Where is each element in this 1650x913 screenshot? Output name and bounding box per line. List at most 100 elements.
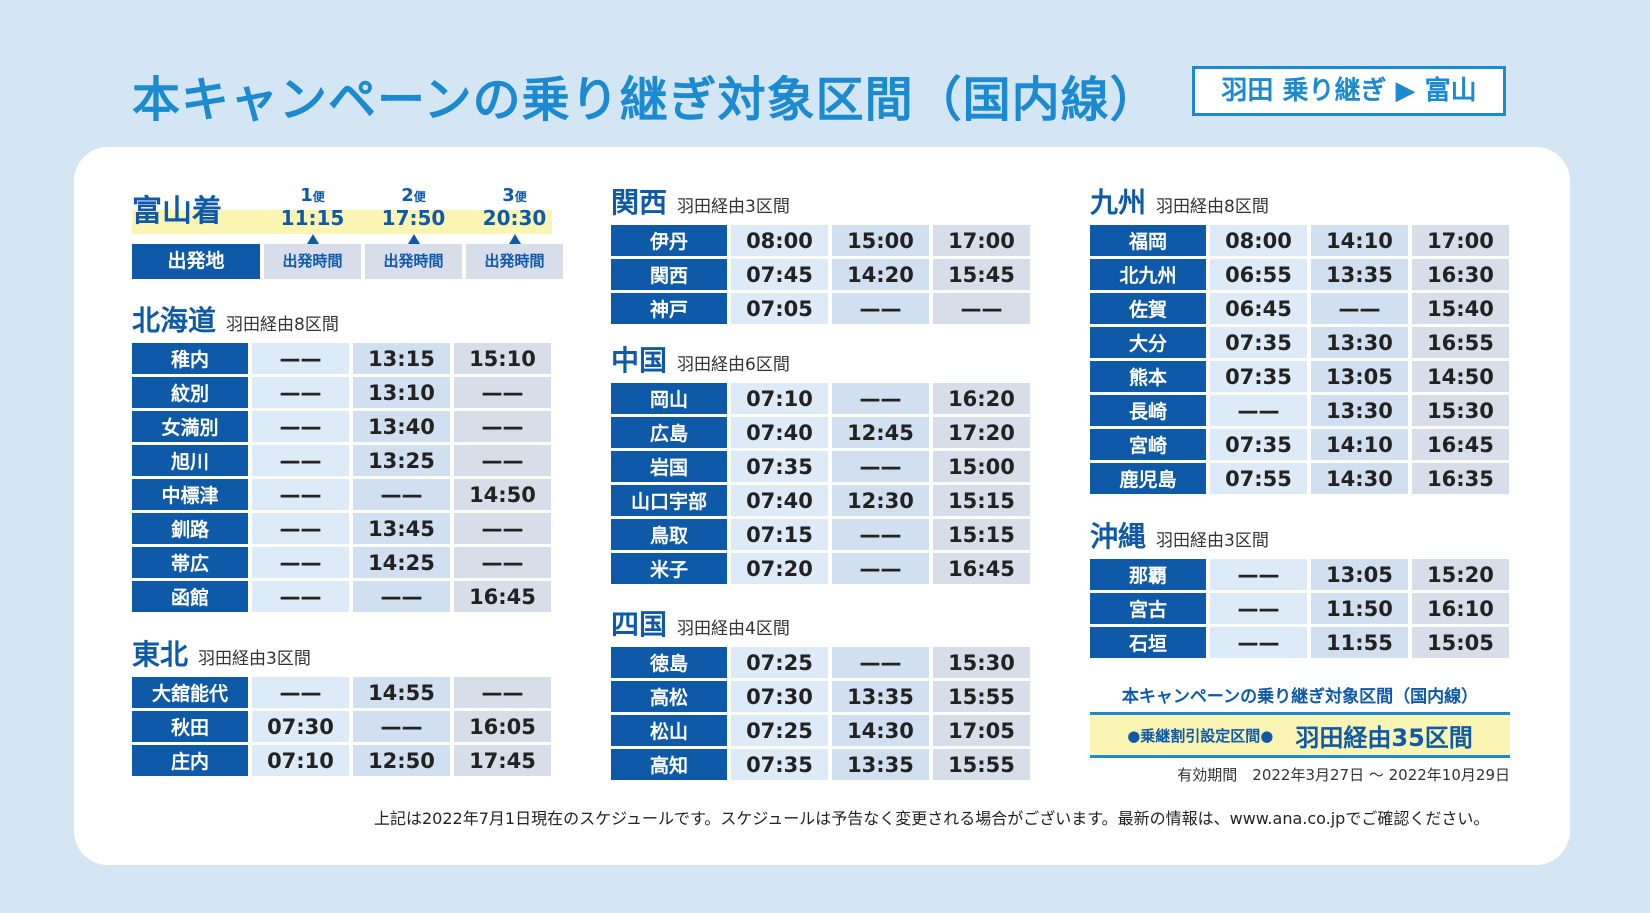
origin-city: 長崎 [1090, 395, 1206, 426]
departure-time-flight-3: 17:05 [933, 715, 1030, 746]
departure-time-flight-2: —— [832, 647, 929, 678]
departure-time-flight-1: —— [1210, 395, 1307, 426]
origin-city: 鹿児島 [1090, 463, 1206, 494]
schedule-table: 福岡 08:00 14:10 17:00 北九州 06:55 13:35 16:30 佐賀 06:… [1086, 222, 1513, 497]
departure-time-flight-3: —— [454, 513, 551, 544]
departure-time-flight-3: 17:45 [454, 745, 551, 776]
departure-time-flight-2: 13:05 [1311, 361, 1408, 392]
flight-number: 1 [300, 185, 313, 206]
flight-arrival-time: 11:15 [280, 206, 345, 230]
departure-time-flight-3: 15:55 [933, 681, 1030, 712]
departure-time-flight-3: 15:10 [454, 343, 551, 374]
flight-number: 3 [502, 185, 515, 206]
departure-time-flight-1: 07:35 [1210, 327, 1307, 358]
departure-time-flight-3: —— [933, 293, 1030, 324]
origin-city: 石垣 [1090, 627, 1206, 658]
departure-time-flight-1: 07:10 [731, 383, 828, 414]
departure-time-flight-1: 07:30 [731, 681, 828, 712]
departure-time-flight-3: 15:30 [933, 647, 1030, 678]
departure-time-flight-3: 16:35 [1412, 463, 1509, 494]
arrow-up-icon [307, 234, 319, 244]
table-row: 鳥取 07:15 —— 15:15 [611, 519, 1030, 550]
departure-time-flight-2: —— [832, 293, 929, 324]
departure-time-flight-3: 14:50 [1412, 361, 1509, 392]
departure-time-flight-1: 07:10 [252, 745, 349, 776]
departure-time-flight-2: —— [353, 581, 450, 612]
departure-time-flight-1: —— [252, 343, 349, 374]
departure-time-flight-3: 16:05 [454, 711, 551, 742]
legend: 富山着 1便 11:15 2便 17:50 3便 20:30 出発地 出発時間 … [132, 185, 563, 282]
departure-time-flight-2: 13:10 [353, 377, 450, 408]
origin-city: 岩国 [611, 451, 727, 482]
departure-time-flight-3: —— [454, 677, 551, 708]
departure-time-flight-3: 16:20 [933, 383, 1030, 414]
departure-time-flight-1: —— [252, 479, 349, 510]
departure-time-flight-1: 08:00 [1210, 225, 1307, 256]
departure-time-flight-1: 07:05 [731, 293, 828, 324]
departure-time-flight-3: 16:45 [1412, 429, 1509, 460]
departure-time-flight-2: 13:25 [353, 445, 450, 476]
table-row: 宮崎 07:35 14:10 16:45 [1090, 429, 1509, 460]
summary-box: ●乗継割引設定区間● 羽田経由35区間 [1090, 712, 1510, 758]
region-route-count: 羽田経由8区間 [1156, 197, 1269, 217]
origin-city: 広島 [611, 417, 727, 448]
table-row: 高知 07:35 13:35 15:55 [611, 749, 1030, 780]
section-header: 東北 羽田経由3区間 [132, 634, 555, 674]
section-tohoku: 東北 羽田経由3区間 大舘能代 —— 14:55 —— 秋田 07:30 —— 16:05 庄内 07… [132, 634, 555, 779]
departure-time-flight-1: 06:45 [1210, 293, 1307, 324]
table-row: 大舘能代 —— 14:55 —— [132, 677, 551, 708]
flight-arrival-time: 17:50 [381, 206, 446, 230]
origin-city: 北九州 [1090, 259, 1206, 290]
departure-time-flight-1: —— [252, 411, 349, 442]
table-row: 中標津 —— —— 14:50 [132, 479, 551, 510]
table-row: 紋別 —— 13:10 —— [132, 377, 551, 408]
origin-city: 高知 [611, 749, 727, 780]
origin-city: 女満別 [132, 411, 248, 442]
flight-suffix: 便 [413, 190, 426, 204]
departure-time-flight-3: 15:05 [1412, 627, 1509, 658]
section-header: 関西 羽田経由3区間 [611, 182, 1034, 222]
table-row: 岡山 07:10 —— 16:20 [611, 383, 1030, 414]
region-name: 中国 [611, 344, 668, 377]
table-row: 稚内 —— 13:15 15:10 [132, 343, 551, 374]
schedule-table: 那覇 —— 13:05 15:20 宮古 —— 11:50 16:10 石垣 —— 11:55 15:… [1086, 556, 1513, 661]
origin-city: 米子 [611, 553, 727, 584]
table-row: 広島 07:40 12:45 17:20 [611, 417, 1030, 448]
summary-title: 本キャンペーンの乗り継ぎ対象区間（国内線） [1121, 687, 1479, 707]
legend-flight-2: 2便 17:50 [365, 186, 462, 232]
table-row: 松山 07:25 14:30 17:05 [611, 715, 1030, 746]
origin-city: 山口宇部 [611, 485, 727, 516]
validity-period: 有効期間 2022年3月27日 ～ 2022年10月29日 [1177, 766, 1510, 784]
departure-time-flight-2: —— [832, 383, 929, 414]
table-row: 岩国 07:35 —— 15:00 [611, 451, 1030, 482]
origin-city: 鳥取 [611, 519, 727, 550]
table-row: 佐賀 06:45 —— 15:40 [1090, 293, 1509, 324]
departure-time-flight-1: 07:25 [731, 647, 828, 678]
departure-time-flight-1: —— [252, 377, 349, 408]
summary-label: ●乗継割引設定区間● [1127, 726, 1274, 745]
region-route-count: 羽田経由8区間 [226, 315, 339, 335]
departure-time-flight-3: 16:45 [933, 553, 1030, 584]
departure-time-flight-2: 11:50 [1311, 593, 1408, 624]
schedule-table: 徳島 07:25 —— 15:30 高松 07:30 13:35 15:55 松山 07:25 14… [607, 644, 1034, 783]
table-row: 函館 —— —— 16:45 [132, 581, 551, 612]
departure-time-flight-2: —— [832, 553, 929, 584]
departure-time-flight-2: 13:05 [1311, 559, 1408, 590]
departure-time-flight-3: 17:20 [933, 417, 1030, 448]
departure-time-flight-2: 13:15 [353, 343, 450, 374]
departure-time-flight-2: —— [353, 479, 450, 510]
section-okinawa: 沖縄 羽田経由3区間 那覇 —— 13:05 15:20 宮古 —— 11:50 16:10 石垣 —… [1090, 516, 1513, 661]
section-header: 沖縄 羽田経由3区間 [1090, 516, 1513, 556]
departure-time-flight-3: 14:50 [454, 479, 551, 510]
departure-time-flight-1: —— [1210, 627, 1307, 658]
summary-value: 羽田経由35区間 [1295, 723, 1473, 752]
region-name: 東北 [132, 638, 189, 671]
departure-time-flight-3: 16:10 [1412, 593, 1509, 624]
origin-city: 那覇 [1090, 559, 1206, 590]
departure-time-flight-3: 15:55 [933, 749, 1030, 780]
departure-time-flight-2: —— [832, 451, 929, 482]
origin-city: 岡山 [611, 383, 727, 414]
departure-time-flight-2: 13:35 [1311, 259, 1408, 290]
schedule-table: 伊丹 08:00 15:00 17:00 関西 07:45 14:20 15:45 神戸 07:0… [607, 222, 1034, 327]
table-row: 米子 07:20 —— 16:45 [611, 553, 1030, 584]
